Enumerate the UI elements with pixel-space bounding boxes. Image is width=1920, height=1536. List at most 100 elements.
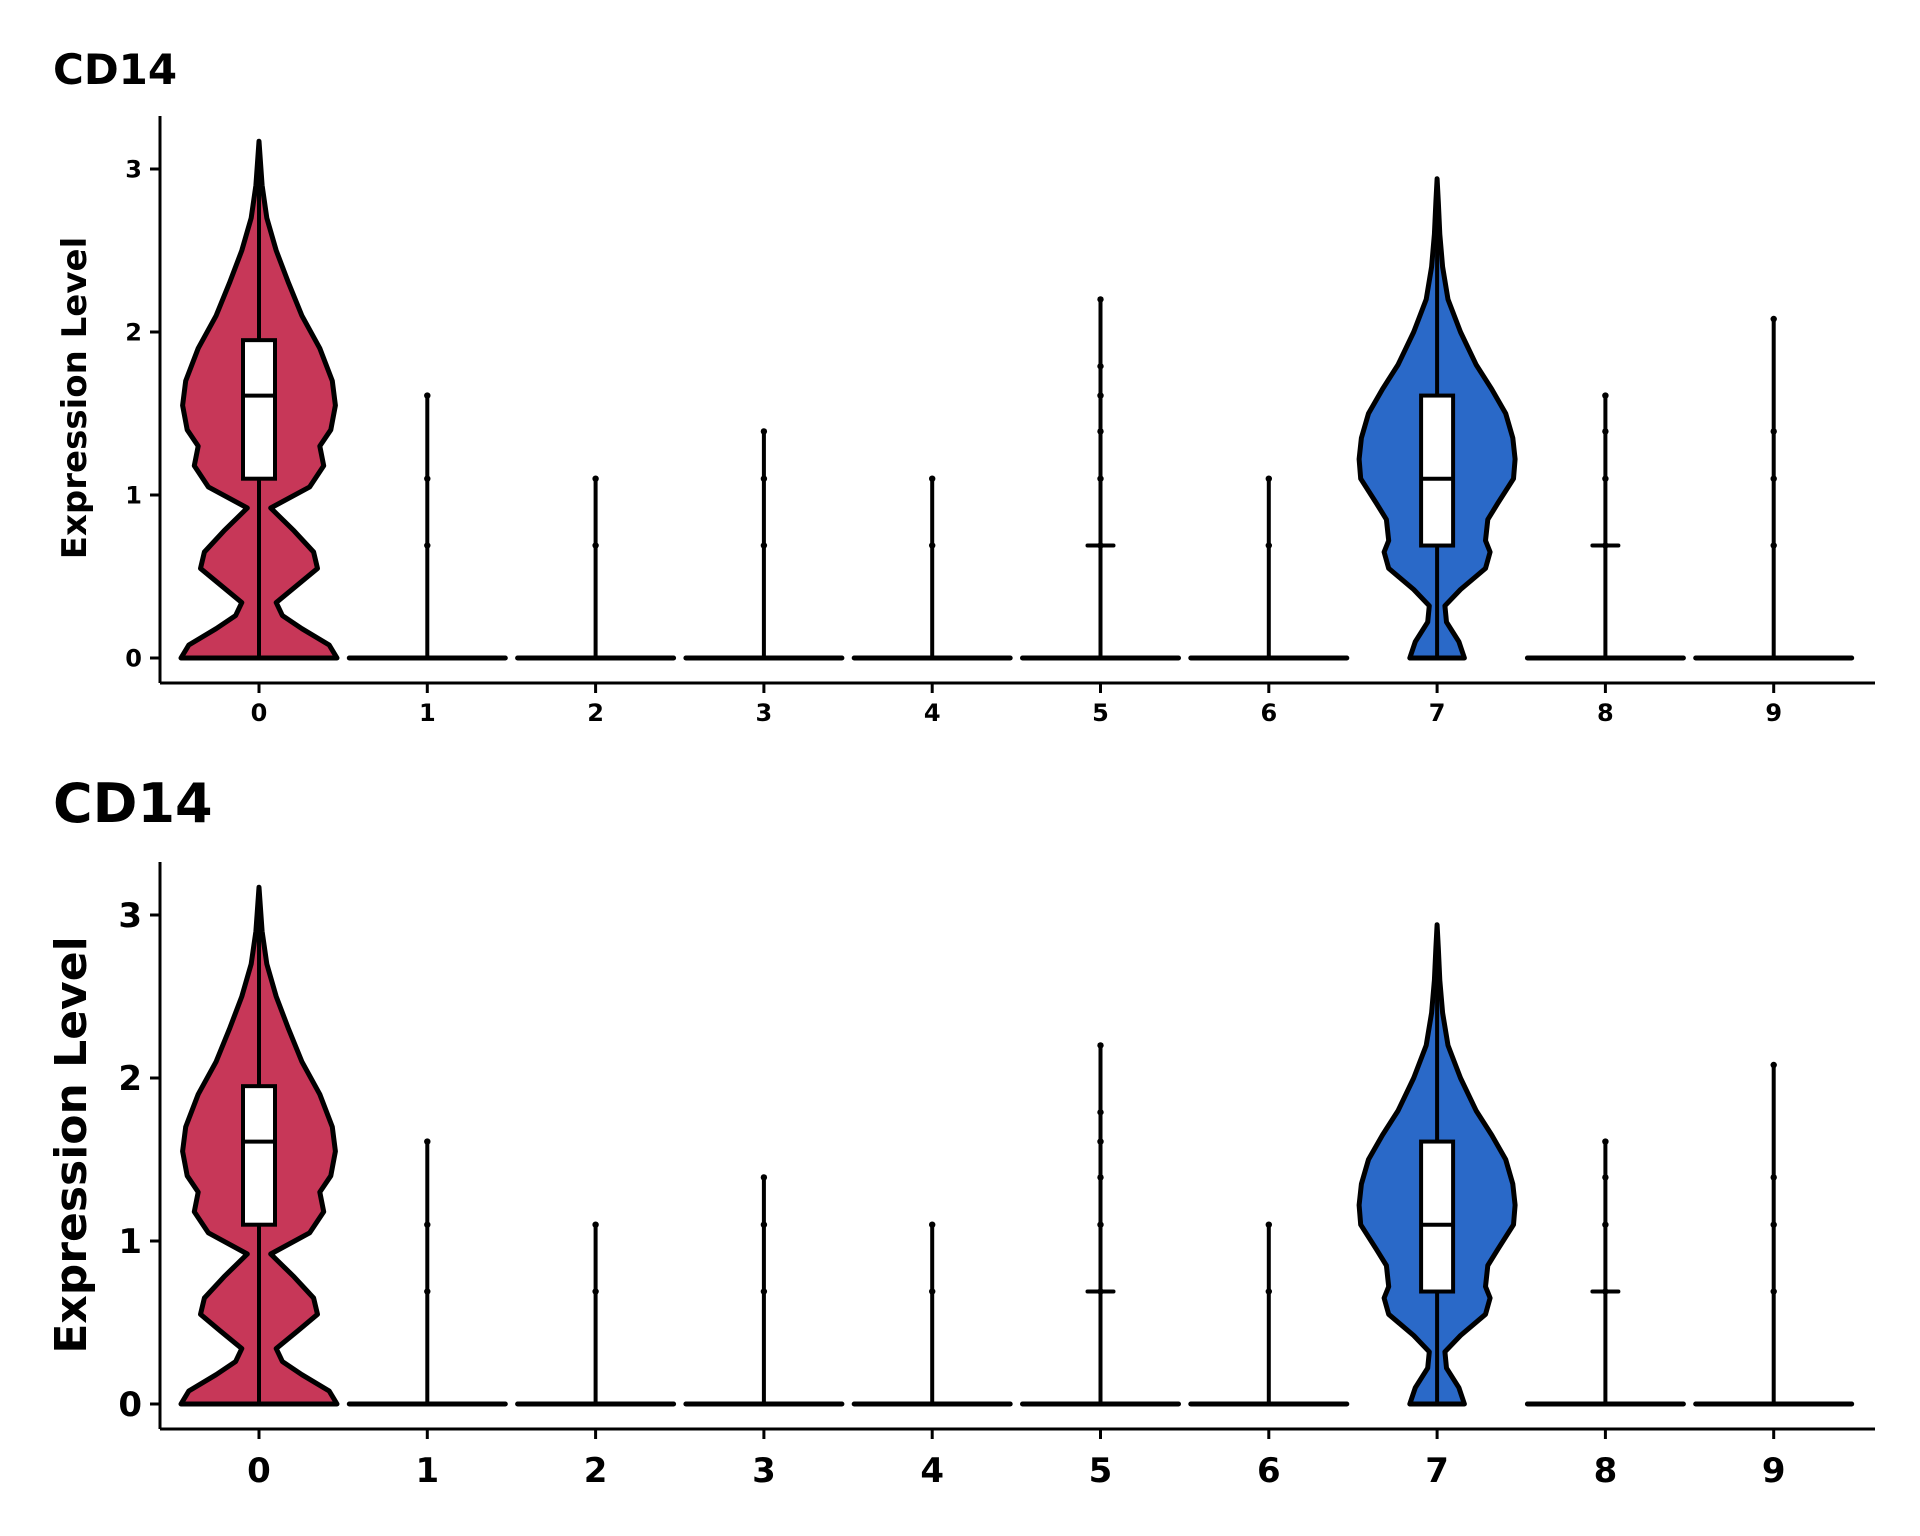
x-tick-label: 5	[1092, 699, 1109, 727]
whisker-cap	[1265, 475, 1273, 482]
violin-6	[1188, 475, 1350, 661]
box	[1419, 1139, 1456, 1294]
plot-area: 0 1 2 3 0 1 2 3 4 5 6 7 8 9	[118, 862, 1875, 1491]
violin-4	[851, 1221, 1013, 1407]
outlier-point	[424, 1288, 431, 1295]
x-tick-label: 2	[587, 699, 604, 727]
x-tick-label: 8	[1597, 699, 1614, 727]
x-tick-label: 2	[584, 1451, 608, 1491]
outlier-point	[1097, 392, 1104, 399]
whisker-cap	[760, 1174, 768, 1181]
outlier-point	[1097, 363, 1104, 370]
outlier-point	[1602, 1221, 1609, 1228]
y-tick-label: 3	[118, 896, 142, 936]
violin-5	[1020, 296, 1181, 661]
outlier-point	[1265, 542, 1273, 549]
outlier-point	[1770, 1288, 1777, 1295]
x-tick-label: 0	[251, 699, 268, 727]
x-tick-label: 3	[752, 1451, 776, 1491]
x-tick-label: 8	[1594, 1451, 1618, 1491]
x-tick-label: 7	[1425, 1451, 1449, 1491]
box	[241, 338, 277, 481]
whisker-cap	[1602, 1138, 1609, 1145]
outlier-point	[1097, 1109, 1104, 1116]
outlier-point	[929, 1288, 936, 1295]
outlier-point	[929, 542, 936, 549]
plot-area: 0 1 2 3 0 1 2 3 4 5 6 7 8 9	[125, 116, 1875, 727]
violin-2	[515, 475, 677, 661]
violin-7	[1356, 922, 1518, 1407]
x-tick-label: 9	[1762, 1451, 1786, 1491]
violin-0	[178, 884, 340, 1407]
panel-title: CD14	[53, 772, 213, 835]
outlier-point	[1602, 1174, 1609, 1181]
violin-8	[1524, 1138, 1686, 1407]
violin-5	[1020, 1042, 1181, 1407]
outlier-point	[1770, 475, 1777, 482]
outlier-point	[760, 542, 768, 549]
y-axis-label: Expression Level	[46, 936, 97, 1353]
y-tick-label: 1	[125, 482, 142, 510]
violin-1	[346, 392, 508, 661]
violin-9	[1693, 1061, 1855, 1407]
whisker-cap	[424, 392, 431, 399]
whisker-cap	[929, 1221, 936, 1228]
outlier-point	[1770, 428, 1777, 435]
x-tick-label: 3	[756, 699, 773, 727]
outlier-point	[1097, 428, 1104, 435]
outlier-point	[424, 1221, 431, 1228]
x-tick-label: 0	[247, 1451, 271, 1491]
box	[241, 1084, 277, 1227]
whisker-cap	[1770, 315, 1777, 323]
box	[1419, 393, 1456, 548]
whisker-cap	[1265, 1221, 1273, 1228]
violin-4	[851, 475, 1013, 661]
outlier-point	[760, 1221, 768, 1228]
x-tick-label: 1	[419, 699, 436, 727]
x-tick-label: 9	[1765, 699, 1782, 727]
x-tick-label: 7	[1429, 699, 1446, 727]
outlier-point	[424, 542, 431, 549]
outlier-point	[760, 1288, 768, 1295]
outlier-point	[592, 542, 599, 549]
outlier-point	[1097, 1221, 1104, 1228]
x-tick-label: 5	[1089, 1451, 1113, 1491]
whisker-cap	[1097, 1042, 1104, 1049]
y-tick-label: 1	[118, 1222, 142, 1262]
outlier-point	[1602, 475, 1609, 482]
outlier-point	[1602, 428, 1609, 435]
outlier-point	[1770, 542, 1777, 549]
violin-6	[1188, 1221, 1350, 1407]
outlier-point	[1770, 1221, 1777, 1228]
outlier-point	[1770, 1174, 1777, 1181]
outlier-point	[1265, 1288, 1273, 1295]
whisker-cap	[1602, 392, 1609, 399]
violin-1	[346, 1138, 508, 1407]
whisker-cap	[592, 1221, 599, 1228]
panel-title: CD14	[53, 45, 177, 94]
x-tick-label: 6	[1260, 699, 1277, 727]
y-tick-label: 2	[118, 1059, 142, 1099]
whisker-cap	[929, 475, 936, 482]
outlier-point	[592, 1288, 599, 1295]
outlier-point	[424, 475, 431, 482]
violin-0	[178, 138, 340, 661]
outlier-point	[1097, 1138, 1104, 1145]
violin-8	[1524, 392, 1686, 661]
y-tick-label: 0	[125, 645, 142, 673]
violin-2	[515, 1221, 677, 1407]
x-tick-label: 1	[415, 1451, 439, 1491]
x-tick-label: 6	[1257, 1451, 1281, 1491]
y-tick-label: 3	[125, 156, 142, 184]
violin-9	[1693, 315, 1855, 661]
x-tick-label: 4	[924, 699, 941, 727]
x-tick-label: 4	[920, 1451, 944, 1491]
violin-3	[683, 428, 845, 661]
violin-panel-bottom: CD14 Expression Level 0 1 2 3 0 1 2 3 4 5 6 7 8 9	[46, 772, 1875, 1491]
y-tick-label: 2	[125, 319, 142, 347]
whisker-cap	[592, 475, 599, 482]
y-axis-label: Expression Level	[55, 237, 95, 559]
whisker-cap	[1097, 296, 1104, 303]
